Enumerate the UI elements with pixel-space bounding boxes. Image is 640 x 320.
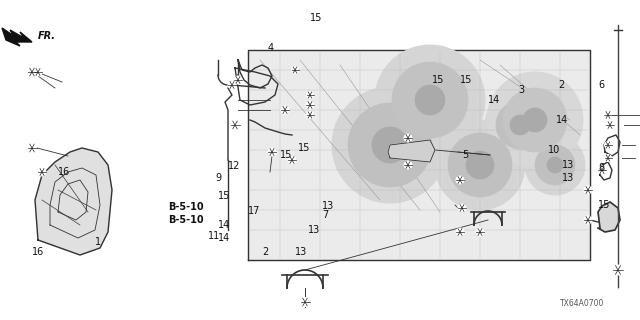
Circle shape — [372, 127, 408, 163]
Circle shape — [28, 68, 36, 76]
Polygon shape — [248, 50, 590, 260]
Circle shape — [476, 228, 484, 236]
Circle shape — [584, 216, 592, 224]
Circle shape — [234, 76, 242, 84]
Text: 3: 3 — [518, 85, 524, 95]
Circle shape — [28, 143, 36, 153]
Circle shape — [288, 156, 296, 164]
Circle shape — [487, 72, 583, 168]
Circle shape — [38, 168, 46, 176]
Circle shape — [375, 45, 485, 155]
Polygon shape — [35, 148, 112, 255]
Circle shape — [348, 103, 432, 187]
Circle shape — [584, 186, 592, 194]
Text: 15: 15 — [298, 143, 310, 153]
Circle shape — [535, 145, 575, 185]
Circle shape — [281, 106, 289, 114]
Circle shape — [605, 141, 611, 148]
Text: 14: 14 — [488, 95, 500, 105]
Text: 13: 13 — [562, 160, 574, 170]
Text: 16: 16 — [32, 247, 44, 257]
Circle shape — [268, 148, 276, 156]
Circle shape — [458, 204, 466, 212]
Text: 8: 8 — [598, 163, 604, 173]
Text: 16: 16 — [58, 167, 70, 177]
Text: 14: 14 — [218, 233, 230, 243]
Text: 14: 14 — [556, 115, 568, 125]
Text: 15: 15 — [280, 150, 292, 160]
Text: 15: 15 — [218, 191, 230, 201]
Text: 1: 1 — [95, 237, 101, 247]
Circle shape — [525, 135, 585, 195]
Circle shape — [332, 87, 448, 203]
Circle shape — [230, 121, 239, 130]
Circle shape — [503, 88, 567, 152]
Text: B-5-10: B-5-10 — [168, 202, 204, 212]
Circle shape — [404, 134, 412, 142]
Circle shape — [404, 161, 412, 169]
Circle shape — [306, 101, 314, 109]
Polygon shape — [2, 28, 32, 46]
Text: 17: 17 — [248, 206, 260, 216]
Text: 13: 13 — [295, 247, 307, 257]
Text: 2: 2 — [262, 247, 268, 257]
Circle shape — [598, 166, 606, 174]
Circle shape — [604, 111, 612, 119]
Text: 10: 10 — [548, 145, 560, 155]
Text: 6: 6 — [598, 80, 604, 90]
Circle shape — [392, 62, 468, 138]
Text: 13: 13 — [562, 173, 574, 183]
Text: 4: 4 — [268, 43, 274, 53]
Circle shape — [415, 85, 445, 115]
Text: 9: 9 — [215, 173, 221, 183]
Text: 13: 13 — [322, 201, 334, 211]
Circle shape — [606, 121, 614, 129]
Circle shape — [456, 176, 464, 184]
Text: 15: 15 — [310, 13, 323, 23]
Text: 15: 15 — [432, 75, 444, 85]
Circle shape — [613, 265, 623, 275]
Circle shape — [523, 108, 547, 132]
Circle shape — [34, 68, 42, 76]
Text: B-5-10: B-5-10 — [168, 215, 204, 225]
Circle shape — [496, 101, 544, 149]
Text: 14: 14 — [218, 220, 230, 230]
Polygon shape — [388, 140, 435, 162]
Circle shape — [301, 298, 310, 307]
Text: 15: 15 — [460, 75, 472, 85]
Circle shape — [605, 155, 611, 162]
Text: 15: 15 — [598, 200, 611, 210]
Text: TX64A0700: TX64A0700 — [560, 299, 604, 308]
Circle shape — [307, 111, 314, 118]
Circle shape — [609, 289, 627, 307]
Circle shape — [466, 151, 494, 179]
Circle shape — [435, 120, 525, 210]
Text: FR.: FR. — [38, 31, 56, 41]
Text: 2: 2 — [558, 80, 564, 90]
Circle shape — [510, 115, 530, 135]
Circle shape — [228, 81, 236, 89]
Circle shape — [448, 133, 512, 197]
Polygon shape — [598, 202, 620, 232]
Circle shape — [307, 92, 314, 99]
Circle shape — [291, 67, 298, 74]
Text: 11: 11 — [208, 231, 220, 241]
Text: 13: 13 — [308, 225, 320, 235]
Text: 7: 7 — [322, 210, 328, 220]
Text: 12: 12 — [228, 161, 241, 171]
Circle shape — [456, 228, 464, 236]
Circle shape — [547, 157, 563, 173]
Circle shape — [485, 90, 555, 160]
Text: 5: 5 — [462, 150, 468, 160]
Circle shape — [613, 293, 623, 303]
